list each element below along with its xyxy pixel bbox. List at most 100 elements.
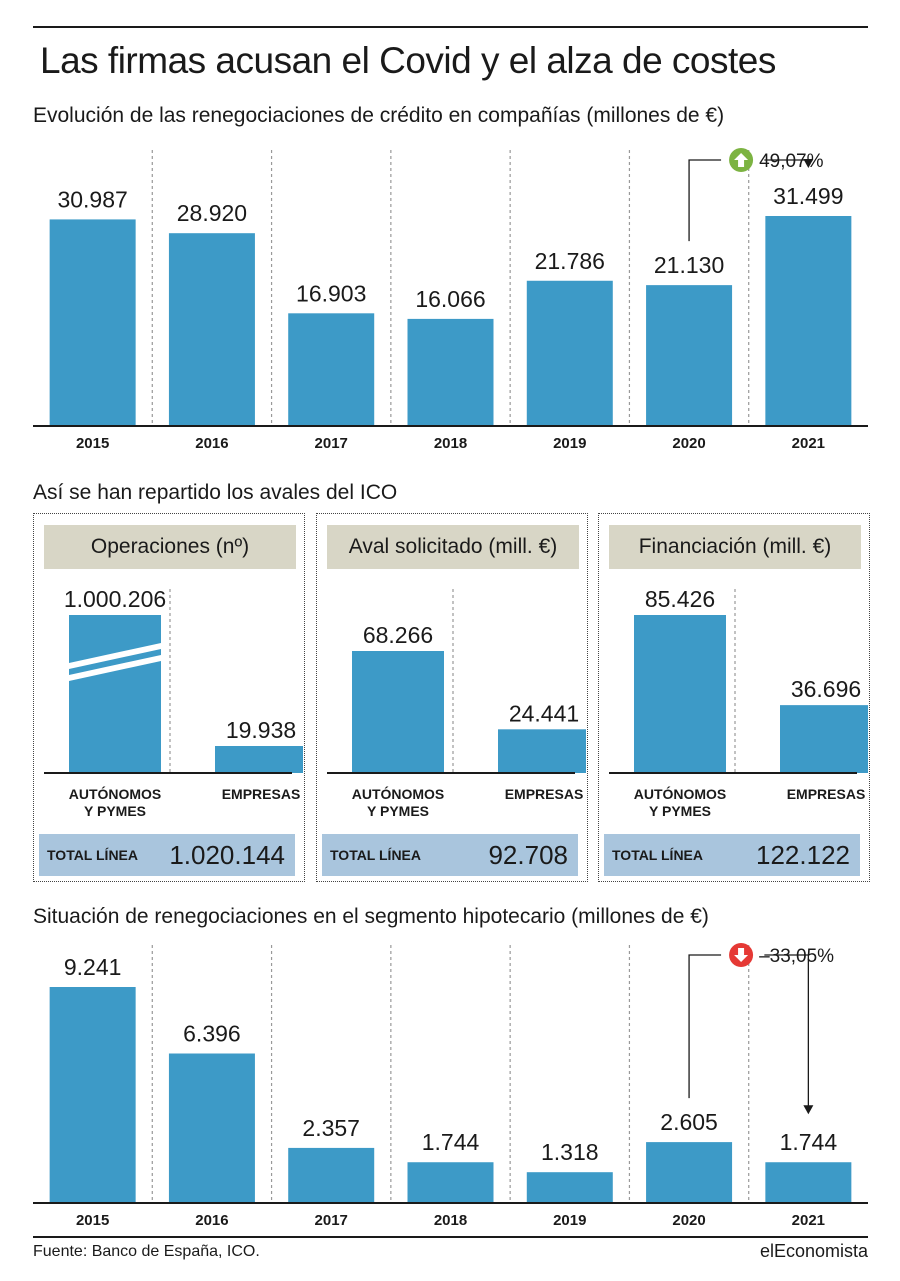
category-label: EMPRESAS	[505, 786, 584, 802]
category-label: 2020	[672, 1212, 705, 1229]
total-label: TOTAL LÍNEA	[330, 847, 421, 863]
bar-2015	[49, 987, 136, 1203]
value-label: 19.938	[226, 717, 296, 743]
annotation-bracket-right	[764, 954, 810, 1107]
category-label: 2017	[315, 435, 348, 452]
category-label: EMPRESAS	[787, 786, 866, 802]
bar-2019	[526, 1172, 613, 1203]
annotation-text: 49,07%	[759, 151, 824, 172]
category-label: 2019	[553, 1212, 586, 1229]
bar-autonomos-pymes	[352, 651, 444, 773]
category-label: 2019	[553, 435, 586, 452]
category-label: 2017	[315, 1212, 348, 1229]
bar-empresas	[215, 746, 303, 773]
bar-2015	[49, 219, 136, 426]
value-label: 24.441	[509, 700, 579, 726]
category-label: 2015	[76, 435, 109, 452]
change-annotation: –33,05%	[688, 943, 834, 1115]
change-annotation: 49,07%	[688, 148, 824, 242]
bottom-rule	[33, 1236, 868, 1238]
annotation-arrowhead	[803, 1105, 814, 1115]
bar-autonomos-pymes	[69, 615, 161, 773]
chart3-mortgage-renegotiations: 9.241 2015 6.396 2016 2.357 2017 1.744 2018 1.31…	[33, 943, 868, 1229]
panel-chart: 68.266 AUTÓNOMOS Y PYMES 24.441 EMPRESAS	[327, 589, 586, 819]
total-line-bar: TOTAL LÍNEA 122.122	[604, 834, 860, 876]
bar-2020	[646, 285, 733, 426]
bar-2020	[646, 1142, 733, 1203]
category-label: EMPRESAS	[222, 786, 301, 802]
value-label: 21.786	[535, 248, 605, 274]
axis-break-icon	[69, 643, 161, 681]
total-value: 92.708	[488, 840, 568, 870]
category-label: 2015	[76, 1212, 109, 1229]
category-label: 2018	[434, 1212, 467, 1229]
value-label: 1.000.206	[64, 586, 166, 612]
ico-panel: Financiación (mill. €) 85.426 AUTÓNOMOS Y P…	[598, 513, 870, 882]
value-label: 30.987	[57, 186, 127, 212]
value-label: 6.396	[183, 1020, 241, 1046]
total-value: 122.122	[756, 840, 850, 870]
value-label: 85.426	[645, 586, 715, 612]
up-arrow-icon	[729, 148, 754, 172]
top-rule	[33, 26, 868, 28]
chart2-title: Así se han repartido los avales del ICO	[33, 481, 398, 504]
annotation-arrowhead	[803, 159, 814, 168]
bar-2017	[288, 313, 375, 426]
total-line-bar: TOTAL LÍNEA 1.020.144	[39, 834, 295, 876]
total-label: TOTAL LÍNEA	[47, 847, 138, 863]
ico-panel: Aval solicitado (mill. €) 68.266 AUTÓNOMOS…	[316, 513, 588, 882]
value-label: 2.357	[302, 1115, 360, 1141]
panel-chart: 1.000.206 AUTÓNOMOS Y PYMES 19.938 EMPRESAS	[44, 586, 303, 819]
category-label: 2021	[792, 1212, 825, 1229]
bar-2019	[526, 280, 613, 426]
chart1-credit-renegotiations: 30.987 2015 28.920 2016 16.903 2017 16.066 2018…	[33, 148, 868, 452]
panel-chart: 85.426 AUTÓNOMOS Y PYMES 36.696 EMPRESAS	[609, 586, 868, 819]
total-line-bar: TOTAL LÍNEA 92.708	[322, 834, 578, 876]
ico-panel: Operaciones (nº) 1.000.206 AUTÓNOMOS Y PYME…	[33, 513, 305, 882]
value-label: 1.318	[541, 1139, 599, 1165]
value-label: 1.744	[780, 1129, 838, 1155]
total-label: TOTAL LÍNEA	[612, 847, 703, 863]
category-label: AUTÓNOMOS Y PYMES	[352, 785, 445, 819]
bar-2018	[407, 318, 494, 426]
value-label: 36.696	[791, 676, 861, 702]
value-label: 16.903	[296, 280, 366, 306]
annotation-bracket-left	[688, 159, 722, 242]
panel-header: Financiación (mill. €)	[609, 525, 861, 569]
chart1-title: Evolución de las renegociaciones de créd…	[33, 104, 725, 127]
value-label: 68.266	[363, 622, 433, 648]
source-note: Fuente: Banco de España, ICO.	[33, 1243, 260, 1260]
value-label: 2.605	[660, 1109, 718, 1135]
brand-logo: elEconomista	[759, 1241, 868, 1261]
bar-2021	[765, 1162, 852, 1203]
bar-2017	[288, 1147, 375, 1203]
panel-header: Operaciones (nº)	[44, 525, 296, 569]
chart3-title: Situación de renegociaciones en el segme…	[33, 905, 709, 928]
value-label: 1.744	[422, 1129, 480, 1155]
value-label: 28.920	[177, 200, 247, 226]
total-value: 1.020.144	[169, 840, 285, 870]
bar-2016	[168, 1053, 255, 1203]
category-label: 2016	[195, 435, 228, 452]
bar-autonomos-pymes	[634, 615, 726, 773]
value-label: 21.130	[654, 252, 724, 278]
bar-2018	[407, 1162, 494, 1203]
category-label: AUTÓNOMOS Y PYMES	[69, 785, 162, 819]
category-label: 2018	[434, 435, 467, 452]
value-label: 31.499	[773, 183, 843, 209]
category-label: 2016	[195, 1212, 228, 1229]
value-label: 9.241	[64, 954, 122, 980]
annotation-bracket-left	[688, 954, 722, 1099]
annotation-text: –33,05%	[759, 946, 834, 967]
category-label: 2020	[672, 435, 705, 452]
category-label: 2021	[792, 435, 825, 452]
bar-empresas	[498, 729, 586, 773]
category-label: AUTÓNOMOS Y PYMES	[634, 785, 727, 819]
down-arrow-icon	[729, 943, 754, 967]
value-label: 16.066	[415, 286, 485, 312]
bar-empresas	[780, 705, 868, 773]
panel-header: Aval solicitado (mill. €)	[327, 525, 579, 569]
bar-2016	[168, 233, 255, 426]
page-title: Las firmas acusan el Covid y el alza de …	[40, 40, 776, 81]
bar-2021	[765, 216, 852, 426]
